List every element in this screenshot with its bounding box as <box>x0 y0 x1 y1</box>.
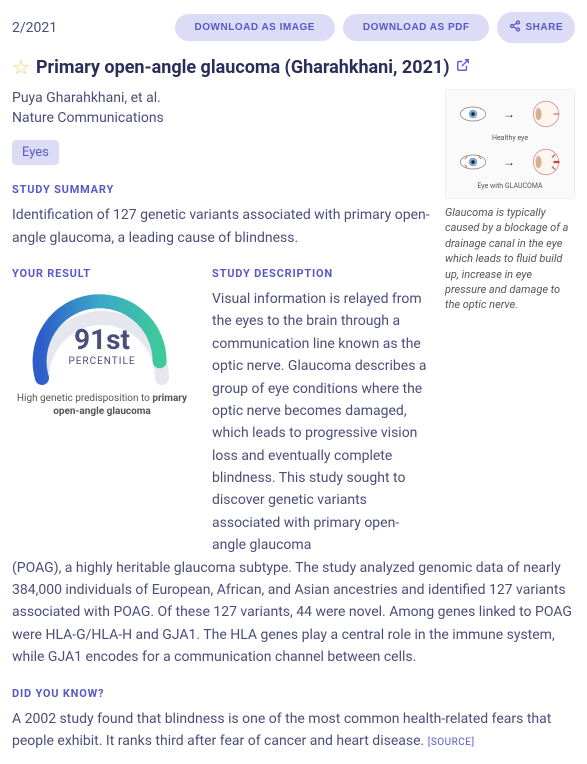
share-button[interactable]: SHARE <box>497 12 575 43</box>
date: 2/2021 <box>12 20 57 36</box>
percentile-gauge: 91st PERCENTILE <box>22 288 182 388</box>
healthy-eye-icon <box>459 105 487 123</box>
arrow-icon: → <box>503 155 515 169</box>
description-text: Visual information is relayed from the e… <box>212 288 431 557</box>
percentile-value: 91st <box>22 323 182 356</box>
glaucoma-eye-label: Eye with GLAUCOMA <box>452 182 568 190</box>
external-link-icon[interactable] <box>456 58 470 76</box>
page-title: Primary open-angle glaucoma (Gharahkhani… <box>36 57 450 78</box>
source-link[interactable]: [SOURCE] <box>428 737 475 748</box>
gauge-caption: High genetic predisposition to primary o… <box>12 392 192 418</box>
glaucoma-eye-icon <box>459 153 487 171</box>
share-label: SHARE <box>525 22 563 33</box>
healthy-eyeball-icon <box>531 99 561 129</box>
download-pdf-button[interactable]: DOWNLOAD AS PDF <box>343 14 490 41</box>
share-icon <box>509 20 521 35</box>
image-caption: Glaucoma is typically caused by a blocka… <box>445 205 575 313</box>
didyouknow-text: A 2002 study found that blindness is one… <box>12 708 575 753</box>
arrow-icon: → <box>503 107 515 121</box>
didyouknow-label: DID YOU KNOW? <box>12 687 575 700</box>
eye-diagram: → Healthy eye → Eye with GLAUCOMA <box>445 89 575 199</box>
tag-eyes[interactable]: Eyes <box>12 140 59 165</box>
glaucoma-eyeball-icon <box>531 147 561 177</box>
percentile-label: PERCENTILE <box>22 356 182 367</box>
download-image-button[interactable]: DOWNLOAD AS IMAGE <box>175 14 335 41</box>
illustration-block: → Healthy eye → Eye with GLAUCOMA Glauco… <box>445 89 575 313</box>
result-label: YOUR RESULT <box>12 267 192 280</box>
description-label: STUDY DESCRIPTION <box>212 267 431 280</box>
star-icon[interactable]: ☆ <box>12 55 30 79</box>
healthy-eye-label: Healthy eye <box>452 134 568 142</box>
description-text-cont: (POAG), a highly heritable glaucoma subt… <box>12 557 575 669</box>
